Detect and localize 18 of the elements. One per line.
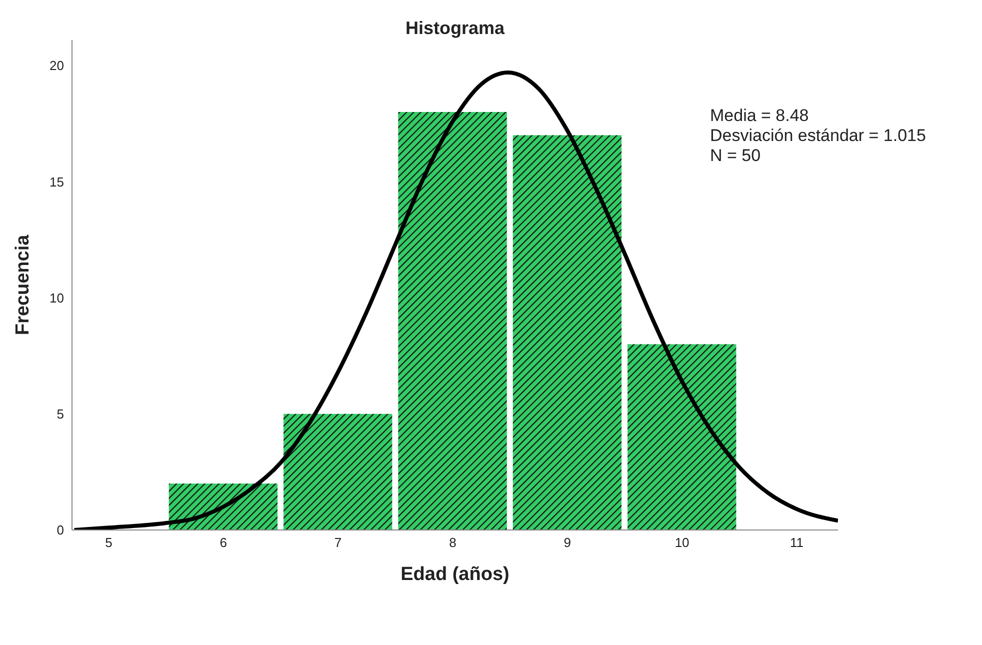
x-tick-label: 10 <box>674 535 690 550</box>
annotation: Media = 8.48 <box>710 106 810 126</box>
x-tick-label: 8 <box>449 535 456 550</box>
annotation: Desviación estándar = 1.015 <box>710 126 926 146</box>
y-axis-title: Frecuencia <box>12 234 34 336</box>
y-tick-label: 20 <box>50 58 64 74</box>
y-tick-label: 5 <box>56 406 64 422</box>
y-tick-label: 0 <box>56 522 64 538</box>
x-tick-label: 11 <box>790 535 804 550</box>
annotation: N = 50 <box>710 146 762 166</box>
y-tick-label: 10 <box>50 290 64 306</box>
x-tick-label: 5 <box>105 535 112 550</box>
y-tick-label: 15 <box>50 174 64 190</box>
x-axis-title: Edad (años) <box>400 564 510 585</box>
x-tick-label: 7 <box>334 535 342 550</box>
x-tick-label: 9 <box>564 535 571 550</box>
x-tick-label: 6 <box>220 535 227 550</box>
chart-title: Histograma <box>404 18 506 39</box>
